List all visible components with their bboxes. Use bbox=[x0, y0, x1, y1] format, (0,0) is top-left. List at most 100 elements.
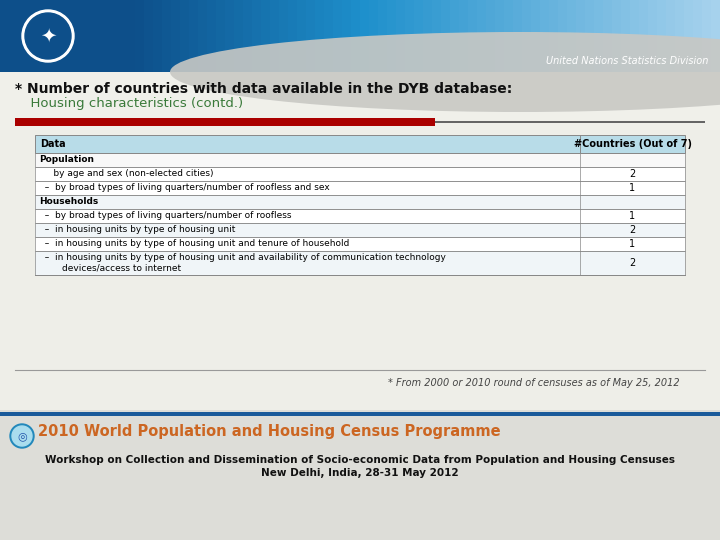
Bar bbox=[351, 0, 360, 72]
Bar bbox=[594, 0, 603, 72]
Bar bbox=[0, 0, 720, 72]
Text: 2: 2 bbox=[629, 258, 636, 268]
Bar bbox=[306, 0, 315, 72]
Bar bbox=[495, 0, 504, 72]
Bar bbox=[153, 0, 162, 72]
Bar bbox=[414, 0, 423, 72]
Text: New Delhi, India, 28-31 May 2012: New Delhi, India, 28-31 May 2012 bbox=[261, 468, 459, 478]
Text: United Nations Statistics Division: United Nations Statistics Division bbox=[546, 56, 708, 66]
Bar bbox=[207, 0, 216, 72]
Text: Data: Data bbox=[40, 139, 66, 149]
Bar bbox=[675, 0, 684, 72]
Bar bbox=[35, 237, 685, 251]
Bar bbox=[35, 153, 685, 167]
Text: ◎: ◎ bbox=[17, 431, 27, 441]
Bar bbox=[297, 0, 306, 72]
Bar bbox=[279, 0, 288, 72]
Text: 1: 1 bbox=[629, 239, 636, 249]
Text: –  in housing units by type of housing unit and availability of communication te: – in housing units by type of housing un… bbox=[39, 253, 446, 262]
Bar bbox=[35, 251, 685, 275]
Bar bbox=[450, 0, 459, 72]
Bar bbox=[468, 0, 477, 72]
Bar bbox=[35, 153, 685, 167]
Bar bbox=[531, 0, 540, 72]
Text: Workshop on Collection and Dissemination of Socio-economic Data from Population : Workshop on Collection and Dissemination… bbox=[45, 455, 675, 465]
Bar bbox=[396, 0, 405, 72]
Bar bbox=[243, 0, 252, 72]
Bar bbox=[171, 0, 180, 72]
Bar bbox=[378, 0, 387, 72]
Circle shape bbox=[10, 424, 34, 448]
Bar bbox=[117, 0, 126, 72]
Bar bbox=[35, 167, 685, 181]
Bar bbox=[666, 0, 675, 72]
Bar bbox=[0, 72, 720, 130]
Bar bbox=[15, 118, 435, 126]
Bar bbox=[504, 0, 513, 72]
Text: * From 2000 or 2010 round of censuses as of May 25, 2012: * From 2000 or 2010 round of censuses as… bbox=[388, 378, 680, 388]
Text: 1: 1 bbox=[629, 183, 636, 193]
Circle shape bbox=[22, 10, 74, 62]
Bar bbox=[81, 0, 90, 72]
Ellipse shape bbox=[170, 32, 720, 112]
Text: by age and sex (non-elected cities): by age and sex (non-elected cities) bbox=[39, 170, 214, 179]
Bar bbox=[144, 0, 153, 72]
Bar bbox=[35, 135, 685, 153]
Bar bbox=[252, 0, 261, 72]
Bar bbox=[54, 0, 63, 72]
Bar bbox=[126, 0, 135, 72]
Text: * Number of countries with data available in the DYB database:: * Number of countries with data availabl… bbox=[15, 82, 512, 96]
Bar bbox=[333, 0, 342, 72]
Bar bbox=[35, 209, 685, 223]
Bar bbox=[180, 0, 189, 72]
Text: 2010 World Population and Housing Census Programme: 2010 World Population and Housing Census… bbox=[38, 424, 500, 439]
Bar bbox=[99, 0, 108, 72]
Bar bbox=[621, 0, 630, 72]
Bar bbox=[35, 237, 685, 251]
Bar bbox=[108, 0, 117, 72]
Bar bbox=[459, 0, 468, 72]
Bar bbox=[657, 0, 666, 72]
Bar bbox=[35, 209, 685, 223]
Bar bbox=[198, 0, 207, 72]
Bar bbox=[549, 0, 558, 72]
Circle shape bbox=[25, 13, 71, 59]
Circle shape bbox=[12, 426, 32, 446]
Bar bbox=[35, 251, 685, 275]
Bar bbox=[558, 0, 567, 72]
Bar bbox=[585, 0, 594, 72]
Bar bbox=[35, 223, 685, 237]
Text: Households: Households bbox=[39, 198, 98, 206]
Bar bbox=[360, 0, 369, 72]
Bar bbox=[18, 0, 27, 72]
Bar bbox=[35, 195, 685, 209]
Bar bbox=[189, 0, 198, 72]
Bar bbox=[35, 223, 685, 237]
Bar bbox=[342, 0, 351, 72]
Text: 1: 1 bbox=[629, 211, 636, 221]
Bar bbox=[35, 135, 685, 153]
Text: Population: Population bbox=[39, 156, 94, 165]
Bar bbox=[35, 181, 685, 195]
Bar bbox=[324, 0, 333, 72]
Text: –  by broad types of living quarters/number of roofless and sex: – by broad types of living quarters/numb… bbox=[39, 184, 330, 192]
Bar bbox=[35, 167, 685, 181]
Bar bbox=[0, 410, 720, 540]
Bar bbox=[648, 0, 657, 72]
Bar bbox=[135, 0, 144, 72]
Bar bbox=[435, 121, 705, 123]
Bar bbox=[567, 0, 576, 72]
Bar bbox=[35, 181, 685, 195]
Bar bbox=[216, 0, 225, 72]
Bar bbox=[261, 0, 270, 72]
Bar bbox=[405, 0, 414, 72]
Bar bbox=[486, 0, 495, 72]
Bar bbox=[9, 0, 18, 72]
Bar bbox=[432, 0, 441, 72]
Bar bbox=[513, 0, 522, 72]
Bar bbox=[0, 0, 9, 72]
Bar bbox=[162, 0, 171, 72]
Bar bbox=[693, 0, 702, 72]
Bar bbox=[540, 0, 549, 72]
Bar bbox=[702, 0, 711, 72]
